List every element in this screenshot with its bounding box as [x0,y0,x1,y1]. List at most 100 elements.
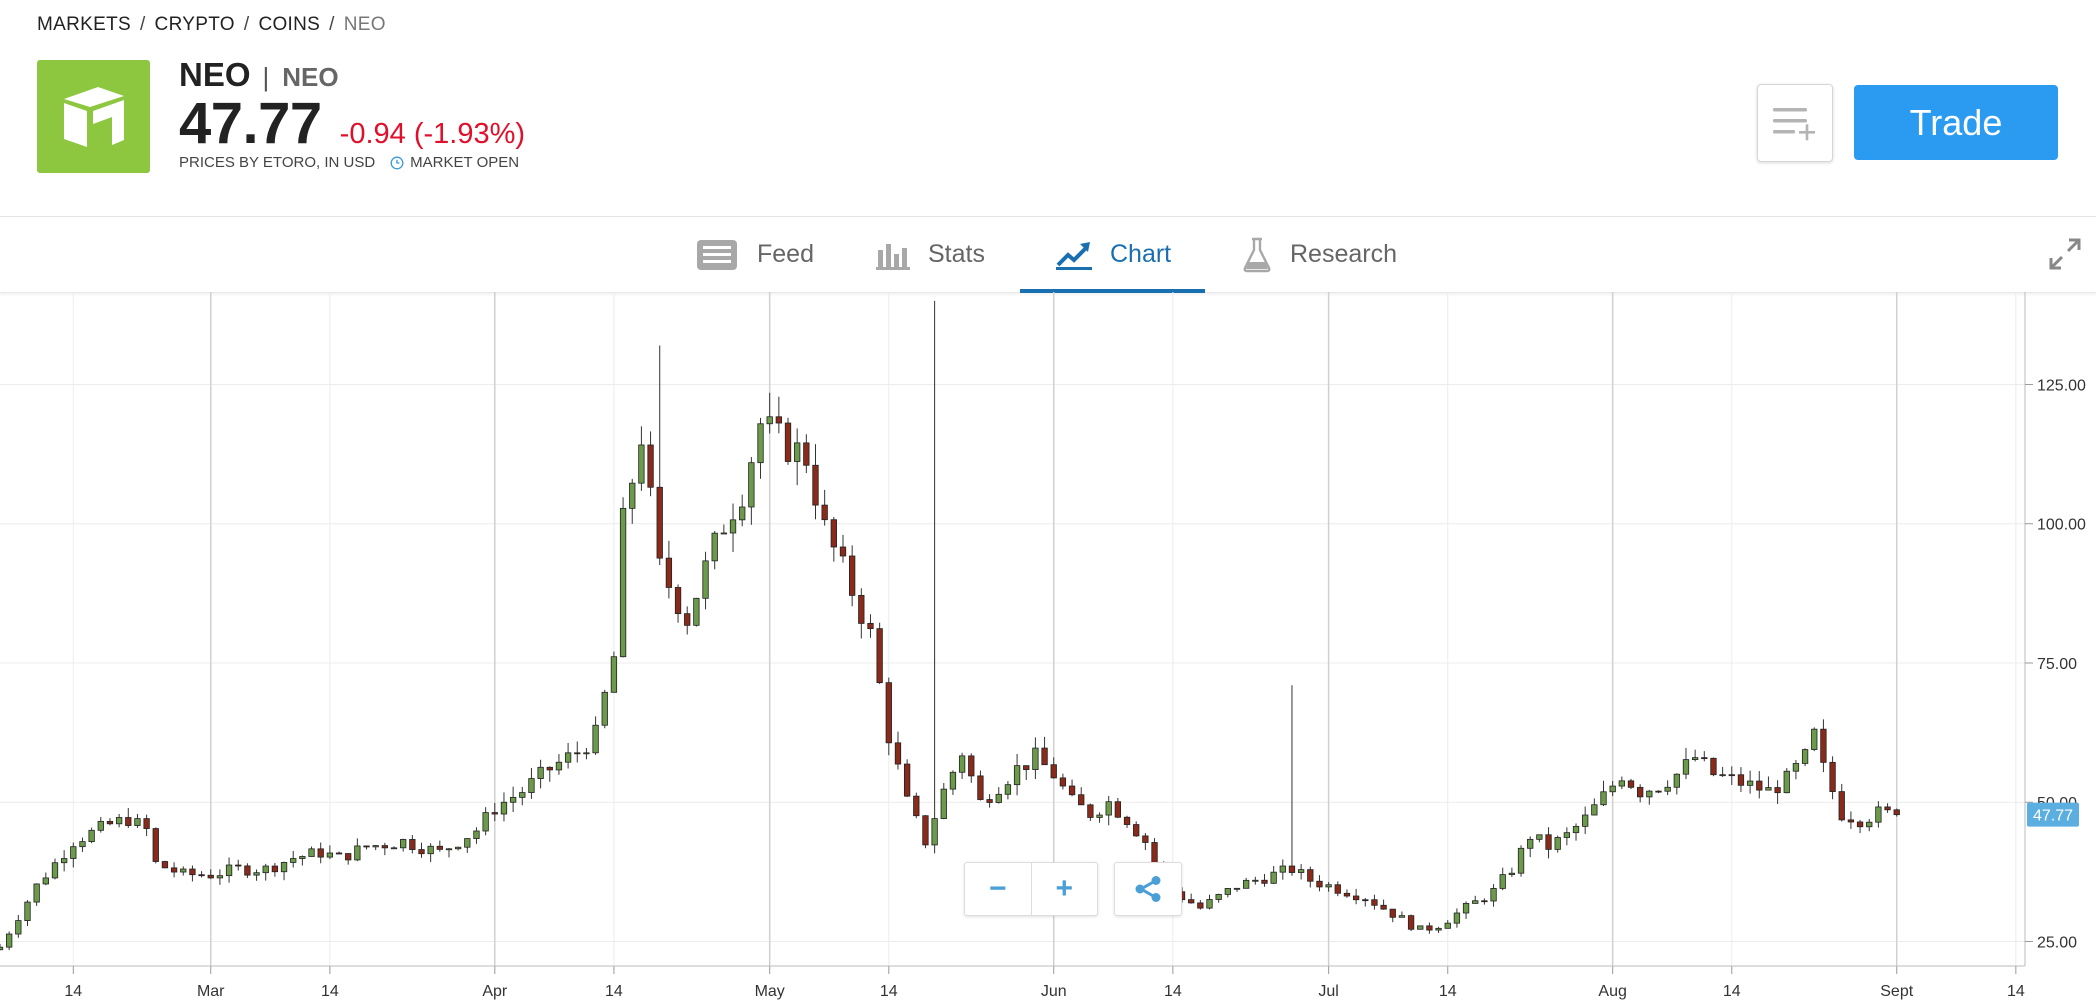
candle-body [1371,899,1378,906]
candlestick-chart[interactable]: 125.00100.0075.0050.0025.0014Mar14Apr14M… [0,292,2096,1008]
candle-body [1023,765,1030,770]
candle-body [1206,899,1213,909]
candle-body [1068,785,1076,796]
candle-body [1334,884,1341,894]
tab-feed[interactable]: Feed [695,217,814,292]
candle-body [1719,774,1726,777]
candle-body [1783,770,1790,794]
tab-research[interactable]: Research [1242,217,1397,292]
candle-body [1398,915,1406,918]
current-price-tag [2027,802,2079,827]
x-tick-label: May [755,983,785,1000]
candle-body [537,766,544,779]
candle-body [684,613,691,626]
candle-body [1288,865,1296,873]
candle-body [1618,780,1625,787]
candle-body [1316,880,1323,888]
instrument-title: NEO | NEO [179,56,339,94]
candle-body [794,442,801,462]
candle-body [1325,884,1332,888]
candle-body [1572,825,1580,834]
candle-body [143,818,150,829]
candle-body [418,849,425,855]
tab-feed-label: Feed [757,240,814,268]
candle-body [1004,784,1012,795]
candle-body [15,920,22,935]
candle-body [335,852,343,855]
candle-body [207,874,214,879]
candle-body [656,486,663,559]
fullscreen-icon[interactable] [2048,237,2082,271]
candle-body [1197,902,1204,909]
current-price-tag-label: 47.77 [2033,808,2073,825]
candle-body [152,828,159,862]
instrument-name: NEO [179,56,251,93]
candle-body [1481,900,1488,903]
breadcrumb-coins[interactable]: COINS [258,14,321,35]
candle-body [1279,865,1286,873]
clock-icon [390,156,404,169]
candle-body [354,845,361,861]
x-tick-label: 14 [321,983,339,1000]
candle-body [189,868,196,876]
tab-stats[interactable]: Stats [876,217,985,292]
breadcrumb-crypto[interactable]: CRYPTO [154,14,235,35]
prices-source: PRICES BY ETORO, IN USD [179,154,376,171]
candle-body [464,838,471,848]
candle-body [849,555,856,596]
candle-body [280,862,288,873]
candle-body [1829,761,1836,792]
candle-body [299,856,306,859]
x-tick-label: Jul [1318,983,1338,1000]
candle-body [271,865,279,873]
breadcrumb-separator: / [139,14,146,35]
trade-button[interactable]: Trade [1854,85,2058,160]
stats-icon [876,240,910,270]
candle-body [1856,821,1864,828]
breadcrumb-markets[interactable]: MARKETS [37,14,131,35]
zoom-out-button[interactable]: − [988,872,1007,905]
candle-body [885,682,892,744]
candle-body [161,861,169,869]
candle-body [1545,834,1552,850]
candle-body [1490,888,1497,902]
candle-body [1646,790,1653,798]
candle-body [1444,922,1451,929]
candle-body [555,761,563,771]
zoom-controls: − + [964,862,1098,916]
candle-body [1041,747,1048,766]
candle-body [253,872,260,876]
x-tick-label: 14 [1439,983,1457,1000]
tab-chart[interactable]: Chart [1056,217,1171,292]
candle-body [1435,927,1442,931]
y-tick-label: 125.00 [2037,377,2086,394]
candle-body [574,752,581,755]
flask-icon [1242,237,1272,273]
candle-body [665,557,673,588]
zoom-in-button[interactable]: + [1030,863,1098,915]
candle-body [601,691,608,726]
candle-body [1792,763,1800,772]
candle-body [1728,774,1735,777]
y-tick-label: 75.00 [2037,656,2077,673]
candle-body [629,482,636,509]
candle-body [1774,787,1781,794]
candle-body [1508,872,1516,875]
candle-body [1151,842,1158,865]
candle-body [79,841,86,848]
candle-body [1673,773,1680,788]
candle-body [564,752,572,763]
candle-body [1627,780,1635,788]
candle-body [60,858,68,864]
candle-body [1105,801,1112,816]
candle-body [968,755,975,777]
candle-body [1591,804,1598,816]
candle-body [42,877,49,885]
candle-body [757,423,764,464]
share-button[interactable] [1114,862,1182,916]
x-tick-label: Sept [1880,983,1913,1000]
price-chart[interactable]: 125.00100.0075.0050.0025.0014Mar14Apr14M… [0,292,2096,1008]
add-to-watchlist-button[interactable] [1757,84,1833,162]
candle-body [528,778,535,793]
tab-chart-label: Chart [1110,240,1172,268]
